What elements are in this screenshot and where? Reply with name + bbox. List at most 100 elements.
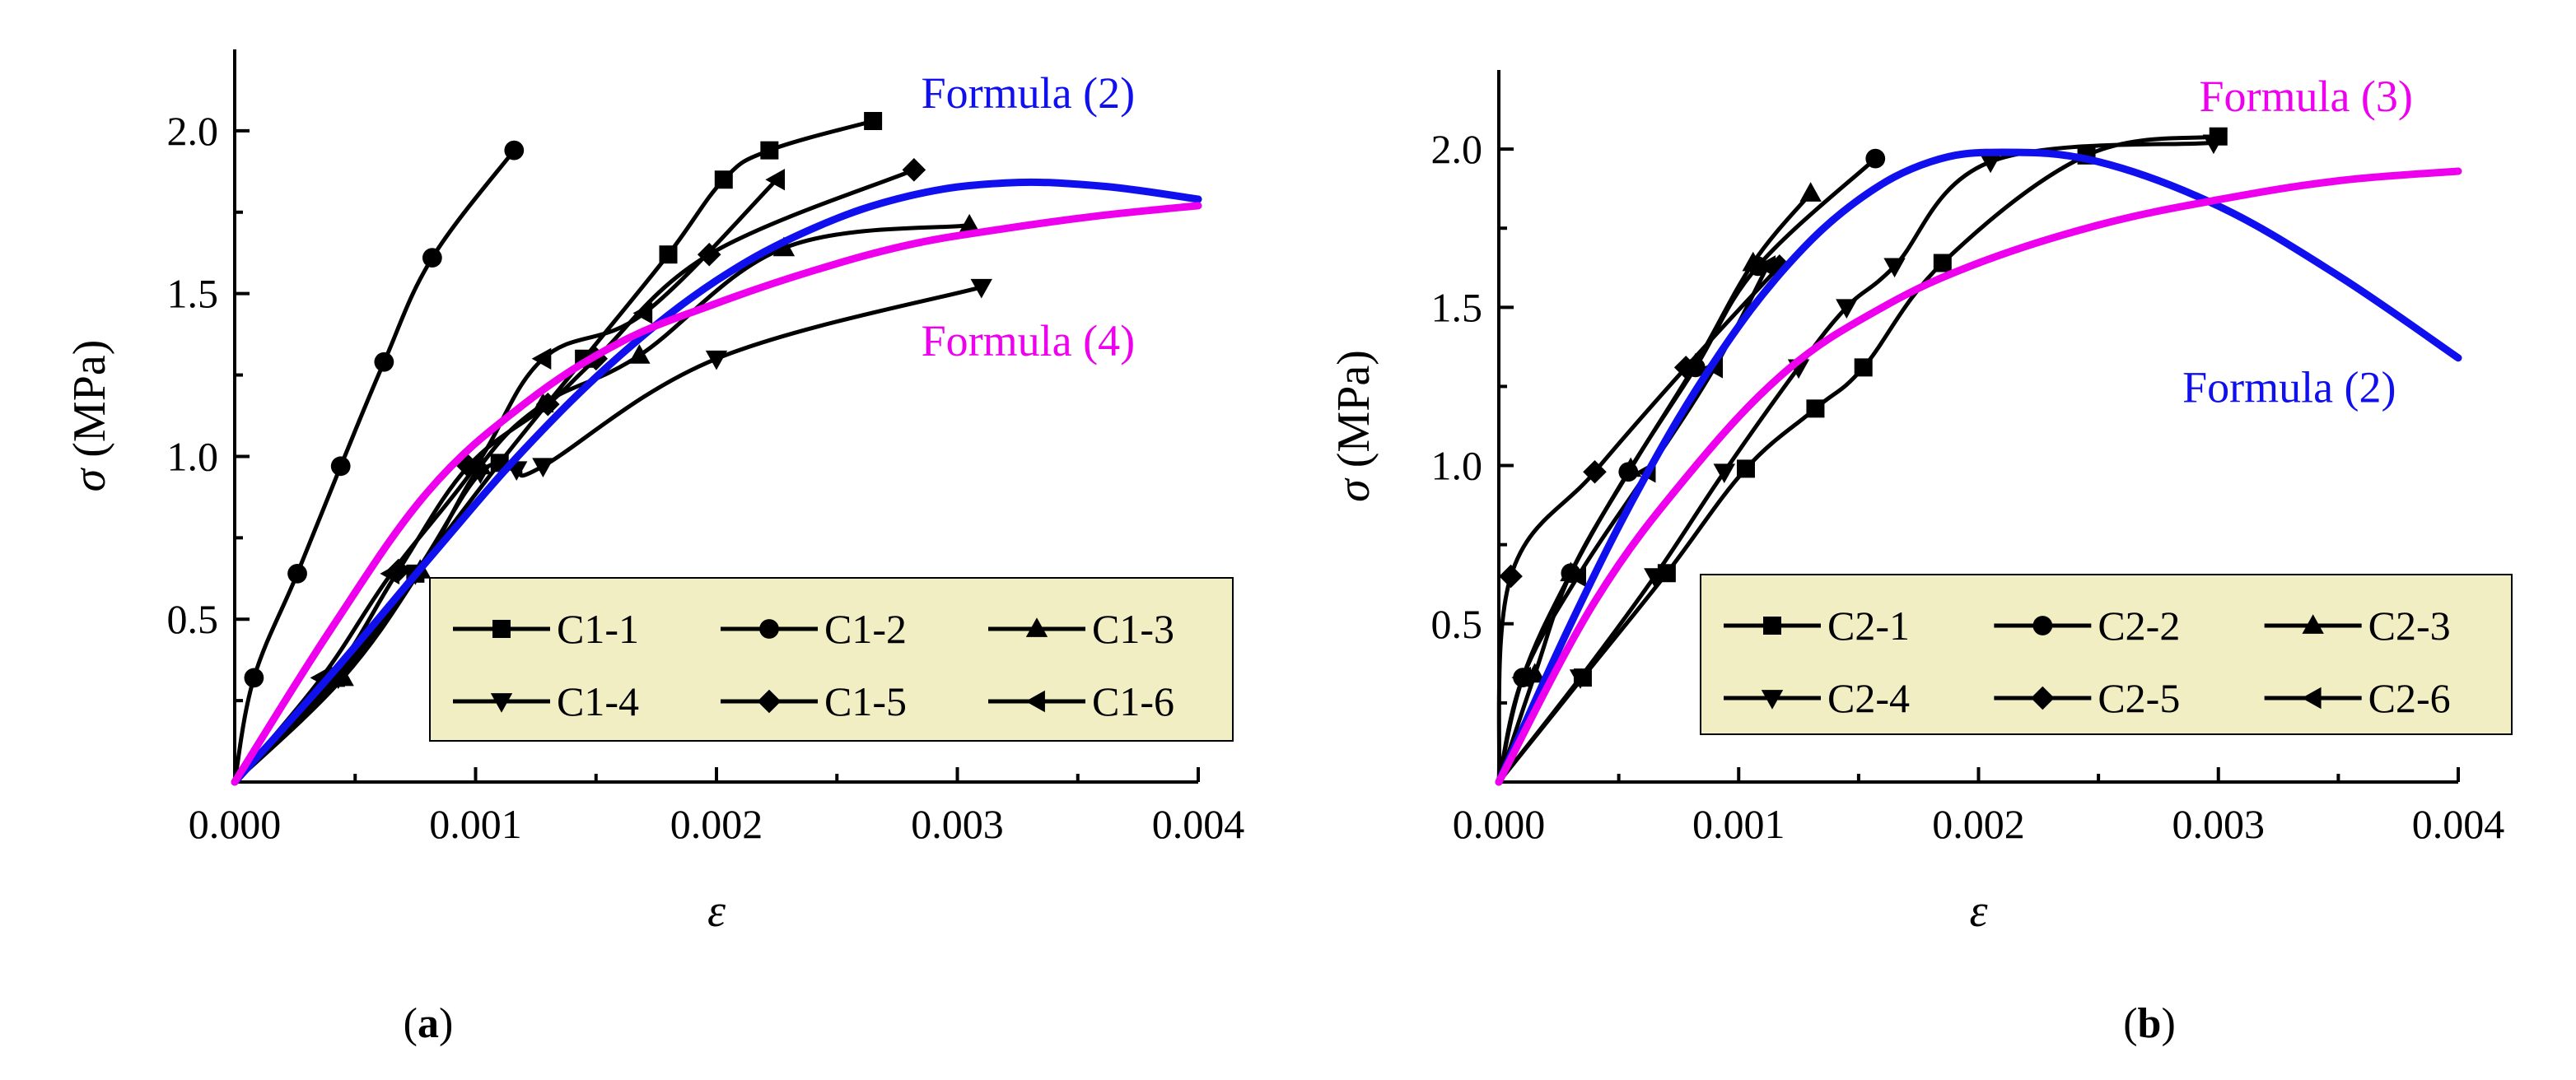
axes: 0.000 0.001 0.002 0.003 0.004 0.5 1.0 1.5 2.0 bbox=[1431, 70, 2505, 847]
x-tick-label: 0.000 bbox=[1453, 801, 1546, 847]
data-point bbox=[374, 351, 394, 372]
legend-label: C1-3 bbox=[1092, 606, 1174, 652]
series-line bbox=[231, 178, 1202, 786]
series-formula-3 bbox=[1495, 167, 2462, 786]
y-tick-label: 1.5 bbox=[167, 271, 219, 317]
data-point bbox=[760, 141, 779, 160]
legend-marker bbox=[2302, 614, 2324, 634]
x-tick-label: 0.004 bbox=[2412, 801, 2505, 847]
formula-annotation: Formula (2) bbox=[2182, 363, 2396, 412]
data-point bbox=[422, 248, 442, 268]
data-point bbox=[464, 455, 484, 477]
plot-area bbox=[231, 112, 1202, 786]
data-point bbox=[1836, 299, 1858, 319]
legend-marker bbox=[490, 693, 513, 713]
legend-marker bbox=[757, 689, 782, 714]
series-line bbox=[1495, 148, 2462, 786]
data-point bbox=[1673, 356, 1698, 379]
data-point bbox=[1756, 255, 1776, 277]
data-point bbox=[504, 140, 525, 161]
data-point bbox=[1569, 669, 1592, 689]
y-tick-label: 2.0 bbox=[167, 108, 219, 154]
x-axis-label: ε bbox=[707, 886, 726, 937]
legend-entry: C2-2 bbox=[1994, 603, 2180, 649]
x-tick-label: 0.001 bbox=[1692, 801, 1785, 847]
data-point bbox=[1806, 399, 1825, 418]
data-point bbox=[659, 245, 678, 264]
legend-label: C2-2 bbox=[2098, 603, 2180, 649]
data-point bbox=[714, 170, 733, 189]
legend-label: C1-2 bbox=[824, 606, 907, 652]
x-tick-label: 0.003 bbox=[2172, 801, 2266, 847]
data-point bbox=[1736, 459, 1755, 478]
data-point bbox=[765, 169, 786, 191]
formula-annotation: Formula (4) bbox=[922, 316, 1135, 365]
x-axis-label: ε bbox=[1969, 886, 1988, 937]
data-point bbox=[1799, 182, 1822, 202]
data-point bbox=[1644, 568, 1666, 588]
x-tick-label: 0.000 bbox=[189, 801, 282, 847]
formula-annotation: Formula (3) bbox=[2199, 72, 2412, 121]
legend-label: C1-6 bbox=[1092, 678, 1174, 724]
legend-label: C1-5 bbox=[824, 678, 907, 724]
legend-entry: C2-6 bbox=[2264, 675, 2451, 721]
y-tick-label: 0.5 bbox=[167, 596, 219, 642]
legend-marker bbox=[1761, 690, 1784, 710]
data-point bbox=[864, 112, 883, 131]
legend-marker bbox=[492, 620, 511, 638]
data-point bbox=[1619, 457, 1642, 477]
y-tick-label: 2.0 bbox=[1431, 126, 1483, 172]
data-point bbox=[380, 562, 400, 585]
legend-entry: C2-4 bbox=[1724, 675, 1910, 721]
legend-label: C1-4 bbox=[557, 678, 639, 724]
x-tick-label: 0.002 bbox=[670, 801, 763, 847]
data-point bbox=[1865, 148, 1886, 169]
data-point bbox=[772, 236, 796, 257]
legend-marker bbox=[759, 619, 779, 639]
legend-entry: C2-5 bbox=[1994, 675, 2180, 721]
x-tick-label: 0.003 bbox=[911, 801, 1004, 847]
legend-marker bbox=[1025, 690, 1045, 713]
panel-letter: b bbox=[2138, 1000, 2162, 1047]
data-point bbox=[1933, 254, 1952, 272]
legend-entry: C1-3 bbox=[988, 606, 1174, 652]
data-point bbox=[902, 158, 926, 182]
panel-label: (a) bbox=[404, 1000, 454, 1047]
plot-area bbox=[1495, 127, 2462, 786]
data-point bbox=[330, 456, 351, 477]
y-tick-label: 1.0 bbox=[167, 433, 219, 479]
legend-marker bbox=[2032, 616, 2053, 635]
data-point bbox=[628, 344, 651, 364]
panel-a: 0.000 0.001 0.002 0.003 0.004 0.5 1.0 1.5 2.0 ε σ … bbox=[64, 49, 1244, 1047]
x-tick-label: 0.002 bbox=[1932, 801, 2025, 847]
legend-marker bbox=[1025, 617, 1048, 637]
legend: C2-1 C2-2 C2-3 C2-4 C2-5 C2-6 bbox=[1700, 574, 2513, 735]
data-point bbox=[1883, 258, 1906, 278]
legend-entry: C2-1 bbox=[1724, 603, 1910, 649]
legend-label: C2-3 bbox=[2368, 603, 2451, 649]
legend-marker bbox=[2031, 686, 2055, 710]
y-tick-label: 1.0 bbox=[1431, 443, 1483, 489]
legend-label: C2-6 bbox=[2368, 675, 2451, 721]
legend-label: C2-5 bbox=[2098, 675, 2180, 721]
data-point bbox=[1767, 254, 1792, 278]
data-point bbox=[1499, 564, 1523, 589]
series-c2-4 bbox=[1496, 134, 2225, 784]
series-formula-2 bbox=[231, 178, 1202, 786]
panel-label: (b) bbox=[2123, 1000, 2176, 1047]
legend-entry: C1-2 bbox=[721, 606, 907, 652]
legend-marker bbox=[1763, 617, 1781, 635]
data-point bbox=[2202, 134, 2225, 155]
series-line bbox=[231, 202, 1202, 786]
x-tick-label: 0.001 bbox=[429, 801, 522, 847]
data-point bbox=[1854, 358, 1873, 377]
series-c2-5 bbox=[1496, 254, 1792, 784]
series-line bbox=[1496, 263, 1782, 784]
series-line bbox=[1495, 167, 2462, 786]
legend-entry: C2-3 bbox=[2264, 603, 2451, 649]
data-point bbox=[705, 350, 728, 370]
formula-annotation: Formula (2) bbox=[922, 68, 1135, 118]
legend-entry: C1-6 bbox=[988, 678, 1174, 724]
data-point bbox=[287, 563, 307, 584]
